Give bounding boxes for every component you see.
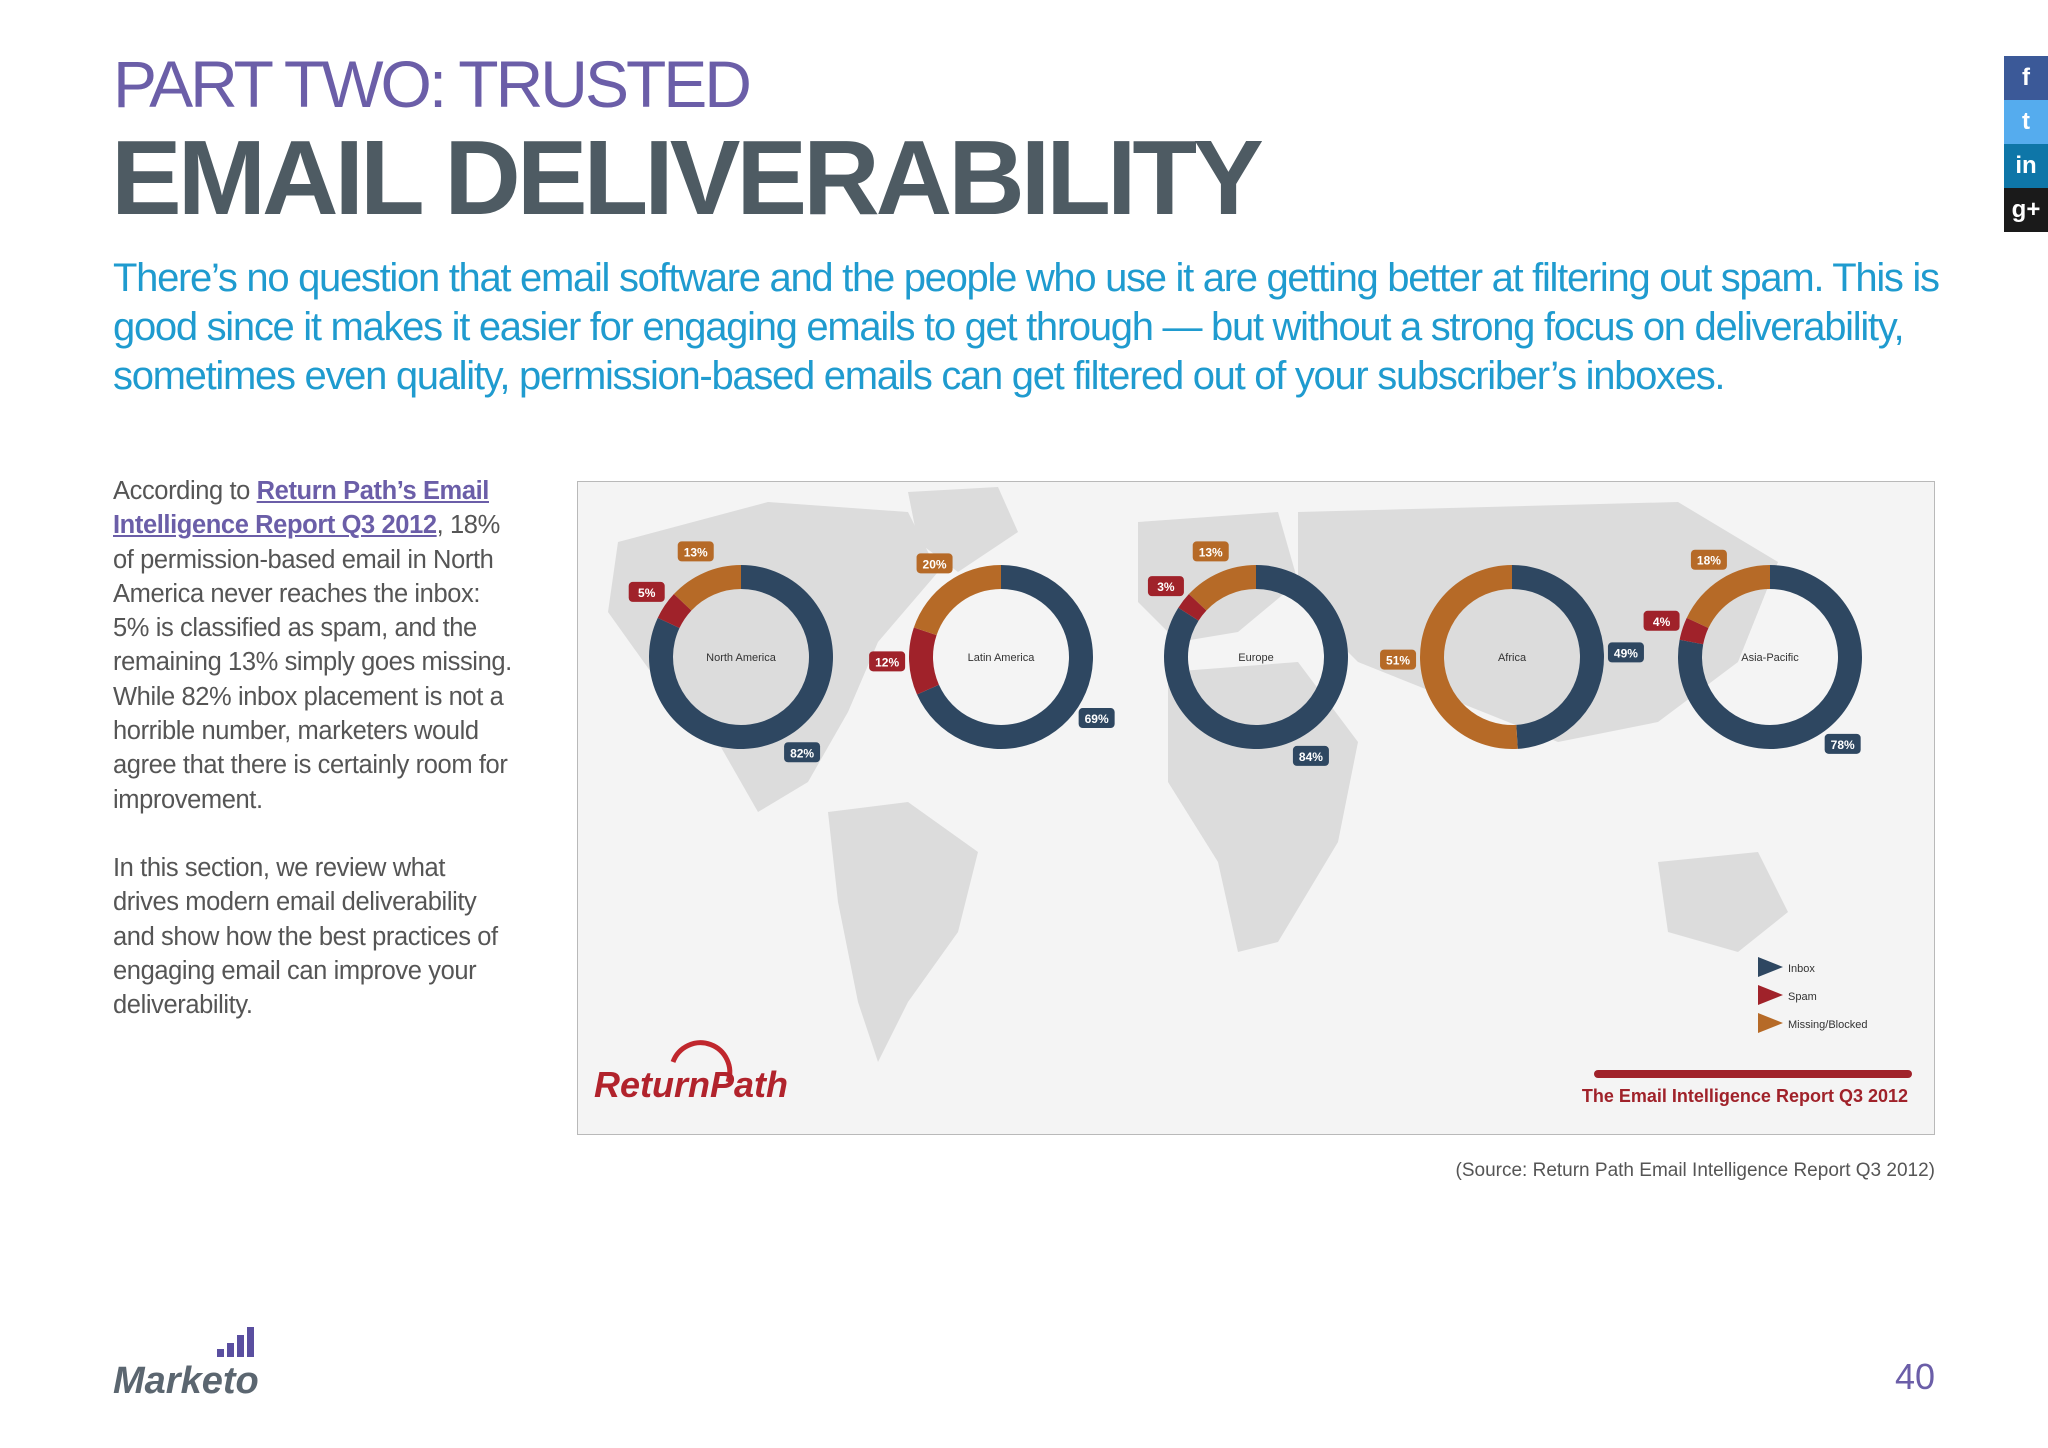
map-south-america <box>828 802 978 1062</box>
donut-latin-america-inbox-label: 69% <box>1085 712 1109 726</box>
donut-north-america-missing-blocked-slice <box>673 565 741 611</box>
body-p1-after: , 18% of permission-based email in North… <box>113 511 512 814</box>
body-paragraph-2: In this section, we review what drives m… <box>113 853 498 1020</box>
logo-bar-4 <box>247 1327 254 1357</box>
map-north-america <box>608 502 938 812</box>
marketo-logo-svg: Marketo <box>113 1327 259 1402</box>
page-number: 40 <box>1894 1356 1935 1397</box>
donut-africa-inbox-label: 49% <box>1614 646 1638 660</box>
figure-legend: Inbox Spam Missing/Blocked <box>1758 957 1867 1033</box>
donut-latin-america-spam-slice <box>909 627 939 695</box>
legend-inbox-marker <box>1758 957 1783 977</box>
donut-latin-america-center-label: Latin America <box>968 652 1036 664</box>
returnpath-logo-text: ReturnPath <box>594 1064 788 1105</box>
donut-latin-america-missing-blocked-label-bg <box>916 553 953 574</box>
google-plus-icon[interactable]: g+ <box>2004 188 2048 232</box>
source-note: (Source: Return Path Email Intelligence … <box>1455 1160 1935 1181</box>
map-australia <box>1658 852 1788 952</box>
donut-asia-pacific-missing-blocked-label-bg <box>1690 549 1727 570</box>
map-asia <box>1298 502 1778 742</box>
donut-europe-center-label: Europe <box>1238 652 1273 664</box>
donut-north-america-spam-label-bg <box>628 581 665 602</box>
donut-africa-inbox-label-bg <box>1607 642 1644 663</box>
donut-asia-pacific-inbox-label: 78% <box>1831 738 1855 752</box>
donut-north-america-missing-blocked-label: 13% <box>684 545 708 559</box>
donut-asia-pacific-spam-label-bg <box>1643 610 1680 631</box>
donut-africa-missing-blocked-slice <box>1419 565 1518 749</box>
donut-asia-pacific-spam-slice <box>1679 617 1709 645</box>
donut-latin-america-missing-blocked-label: 20% <box>923 557 947 571</box>
marketo-logo: Marketo <box>113 1325 283 1402</box>
body-paragraph-1: According to Return Path’s Email Intelli… <box>113 474 513 817</box>
donut-north-america-spam-label: 5% <box>638 586 656 600</box>
section-kicker: PART TWO: TRUSTED <box>113 47 752 121</box>
donut-africa-inbox-slice <box>1512 565 1604 749</box>
donut-europe-missing-blocked-label-bg <box>1192 541 1229 562</box>
donut-africa-missing-blocked-label-bg <box>1380 649 1417 670</box>
donut-asia-pacific-inbox-label-bg <box>1824 733 1861 754</box>
lead-paragraph: There’s no question that email software … <box>113 256 1940 398</box>
body-p1-before: According to <box>113 477 257 505</box>
donut-latin-america-spam-label: 12% <box>875 655 899 669</box>
facebook-icon[interactable]: f <box>2004 56 2048 100</box>
donut-latin-america-spam-label-bg <box>869 651 906 672</box>
donut-north-america-inbox-label: 82% <box>790 746 814 760</box>
donut-asia-pacific-missing-blocked-label: 18% <box>1697 554 1721 568</box>
deliverability-figure: 82% 5% 13% North America 69% 12% 20% Latin Amer… <box>577 481 1935 1135</box>
donut-latin-america-inbox-label-bg <box>1078 708 1115 729</box>
donut-europe-missing-blocked-label: 13% <box>1199 545 1223 559</box>
logo-bar-3 <box>237 1335 244 1357</box>
logo-bar-2 <box>227 1343 234 1357</box>
legend-inbox-label: Inbox <box>1788 963 1815 975</box>
donut-asia-pacific-center-label: Asia-Pacific <box>1741 652 1799 664</box>
report-link[interactable]: Return Path’s Email Intelligence Report … <box>113 477 489 540</box>
logo-text: Marketo <box>113 1360 259 1395</box>
donut-africa-missing-blocked-label: 51% <box>1386 654 1410 668</box>
linkedin-icon[interactable]: in <box>2004 144 2048 188</box>
legend-spam-label: Spam <box>1788 991 1817 1003</box>
legend-missing-marker <box>1758 1013 1783 1033</box>
donut-north-america-inbox-label-bg <box>784 742 821 763</box>
legend-spam-marker <box>1758 985 1783 1005</box>
donut-charts: 82% 5% 13% North America 69% 12% 20% Latin Amer… <box>628 541 1862 766</box>
donut-asia-pacific-missing-blocked-slice <box>1686 565 1770 629</box>
social-share-bar: f t in g+ <box>2004 56 2048 232</box>
body-text: According to Return Path’s Email Intelli… <box>113 474 513 1056</box>
logo-bar-1 <box>217 1349 224 1357</box>
donut-africa-center-label: Africa <box>1498 652 1527 664</box>
donut-north-america-missing-blocked-label-bg <box>677 541 714 562</box>
twitter-icon[interactable]: t <box>2004 100 2048 144</box>
donut-asia-pacific-spam-label: 4% <box>1653 615 1671 629</box>
banner-text: The Email Intelligence Report Q3 2012 <box>1582 1086 1908 1106</box>
donut-europe-inbox-label-bg <box>1292 745 1329 766</box>
legend-missing-label: Missing/Blocked <box>1788 1019 1867 1031</box>
page-title: EMAIL DELIVERABILITY <box>111 119 1264 237</box>
donut-europe-spam-label-bg <box>1147 576 1184 597</box>
donut-north-america-spam-slice <box>657 594 692 629</box>
donut-europe-spam-label: 3% <box>1157 580 1175 594</box>
donut-europe-missing-blocked-slice <box>1188 565 1256 611</box>
figure-svg: 82% 5% 13% North America 69% 12% 20% Latin Amer… <box>594 487 1912 1106</box>
returnpath-logo-arc <box>670 1040 733 1083</box>
world-map <box>608 487 1788 1062</box>
donut-europe-inbox-label: 84% <box>1299 750 1323 764</box>
donut-europe-spam-slice <box>1178 594 1207 621</box>
banner-bar <box>1594 1070 1912 1078</box>
donut-north-america-center-label: North America <box>706 652 777 664</box>
map-greenland <box>908 487 1018 572</box>
donut-latin-america-missing-blocked-slice <box>913 565 1001 636</box>
